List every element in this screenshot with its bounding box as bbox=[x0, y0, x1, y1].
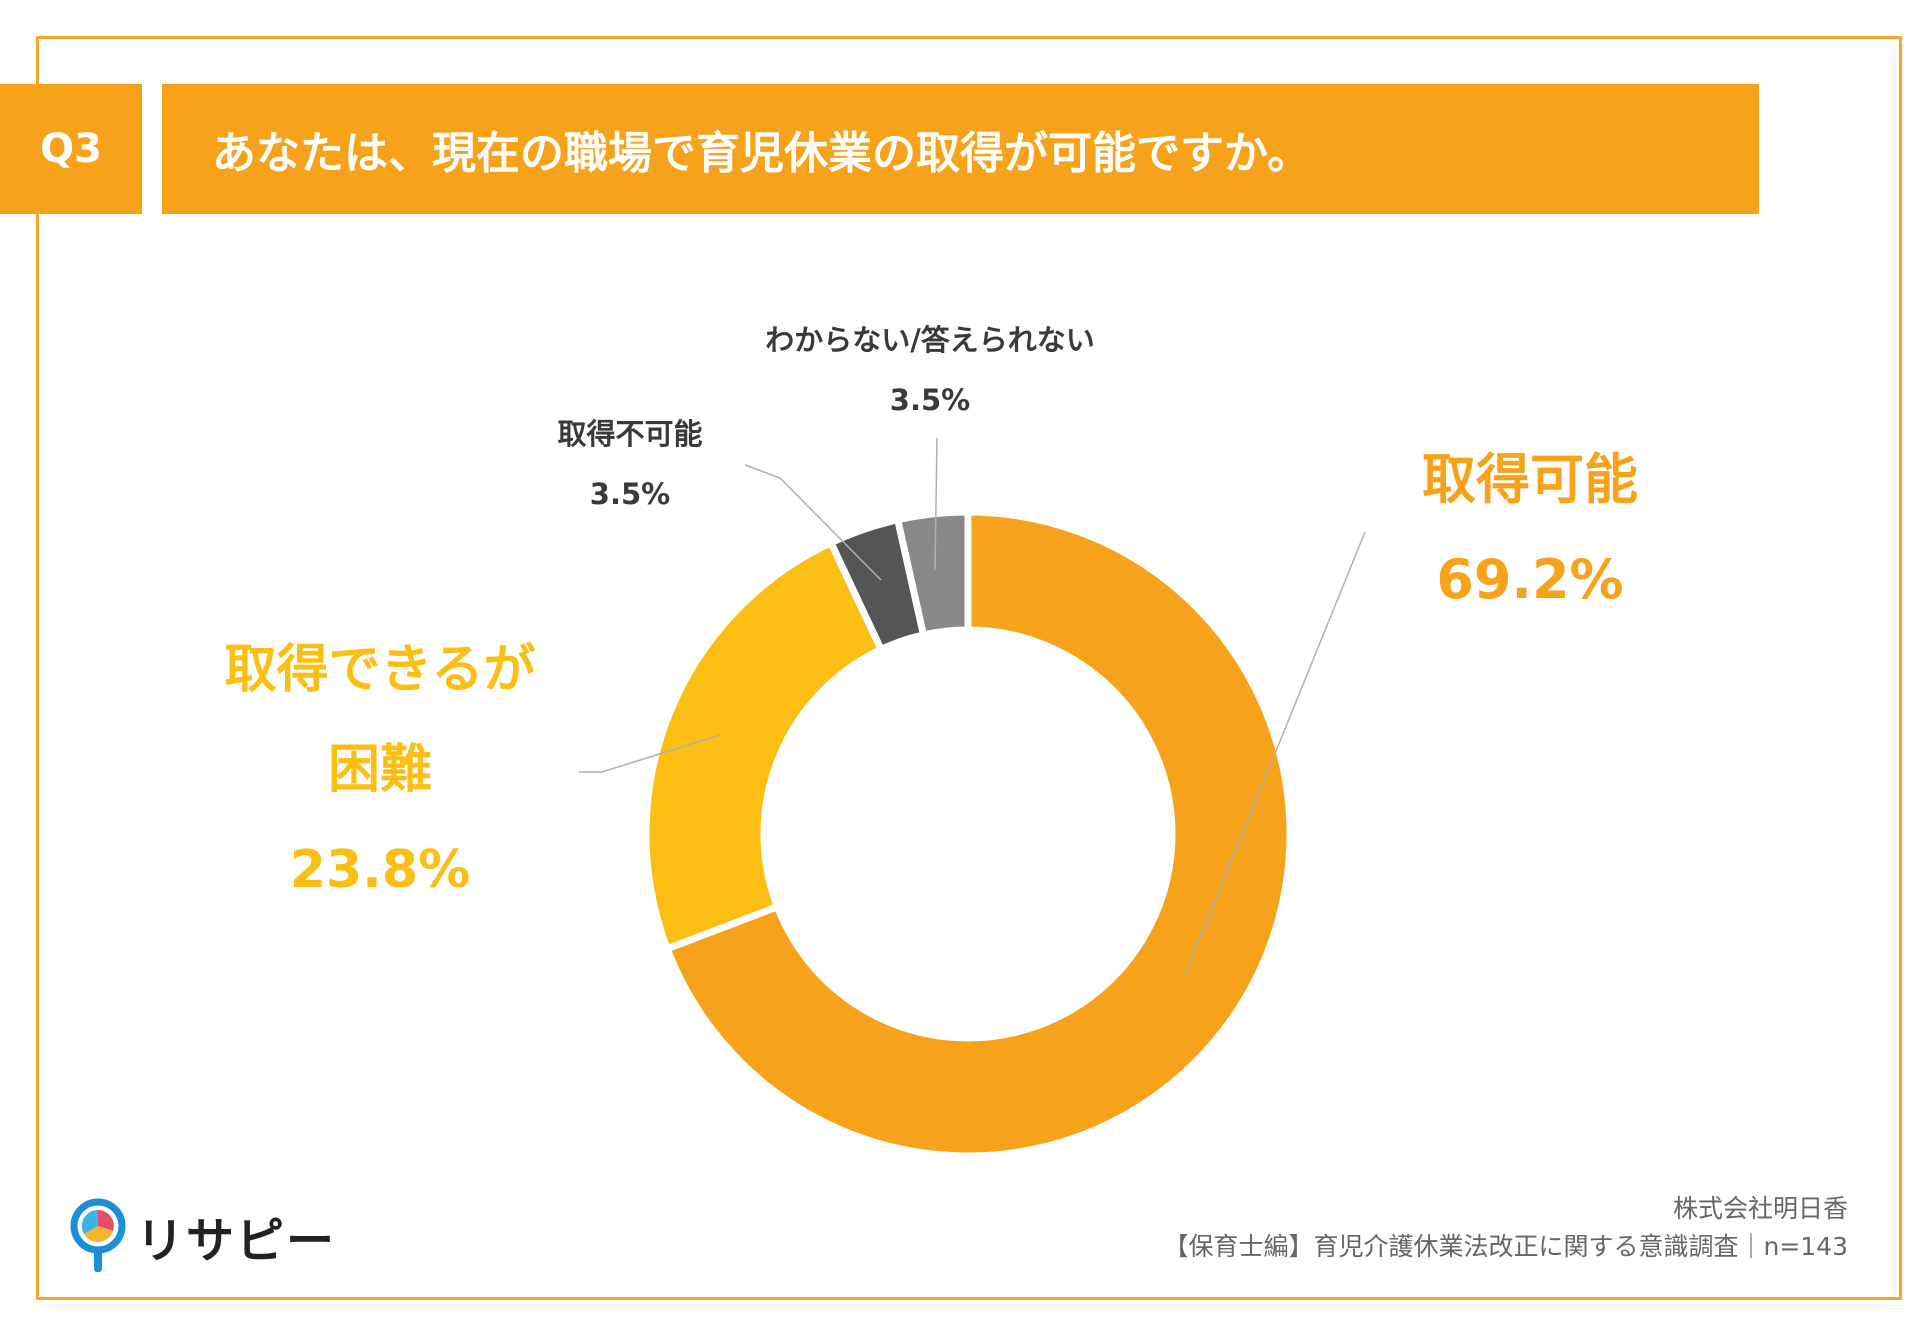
logo-pin-icon bbox=[70, 1198, 126, 1272]
risapy-logo: リサピー bbox=[70, 1198, 336, 1274]
footer-company: 株式会社明日香 bbox=[1672, 1194, 1848, 1223]
label-possible: 取得可能 69.2% bbox=[1380, 430, 1680, 630]
slice-difficult bbox=[642, 537, 886, 954]
question-number-badge: Q3 bbox=[0, 84, 142, 214]
leader-line-impossible bbox=[744, 464, 882, 581]
leader-line-difficult bbox=[579, 734, 721, 773]
label-unknown: わからない/答えられない 3.5% bbox=[700, 310, 1160, 430]
label-impossible-name: 取得不可能 bbox=[557, 417, 703, 451]
label-difficult: 取得できるが 困難 23.8% bbox=[180, 620, 580, 920]
label-difficult-name-line1: 取得できるが bbox=[224, 640, 536, 700]
label-unknown-name: わからない/答えられない bbox=[765, 323, 1095, 357]
footer-credit: 株式会社明日香 【保育士編】育児介護休業法改正に関する意識調査｜n=143 bbox=[1163, 1190, 1848, 1266]
question-title: あなたは、現在の職場で育児休業の取得が可能ですか。 bbox=[162, 84, 1759, 214]
logo-text: リサピー bbox=[136, 1213, 337, 1269]
label-difficult-name-line2: 困難 bbox=[327, 740, 432, 800]
label-possible-value: 69.2% bbox=[1436, 548, 1624, 611]
label-difficult-value: 23.8% bbox=[289, 840, 471, 900]
slice-unknown bbox=[893, 508, 972, 640]
label-impossible: 取得不可能 3.5% bbox=[520, 404, 740, 524]
slice-possible bbox=[662, 508, 1294, 1160]
leader-line-possible bbox=[1184, 531, 1366, 976]
leader-line-unknown bbox=[934, 437, 938, 571]
label-impossible-value: 3.5% bbox=[589, 477, 671, 511]
footer-survey: 【保育士編】育児介護休業法改正に関する意識調査｜n=143 bbox=[1163, 1232, 1848, 1261]
label-unknown-value: 3.5% bbox=[889, 383, 971, 417]
label-possible-name: 取得可能 bbox=[1422, 448, 1638, 511]
chart-frame bbox=[36, 36, 1902, 1300]
